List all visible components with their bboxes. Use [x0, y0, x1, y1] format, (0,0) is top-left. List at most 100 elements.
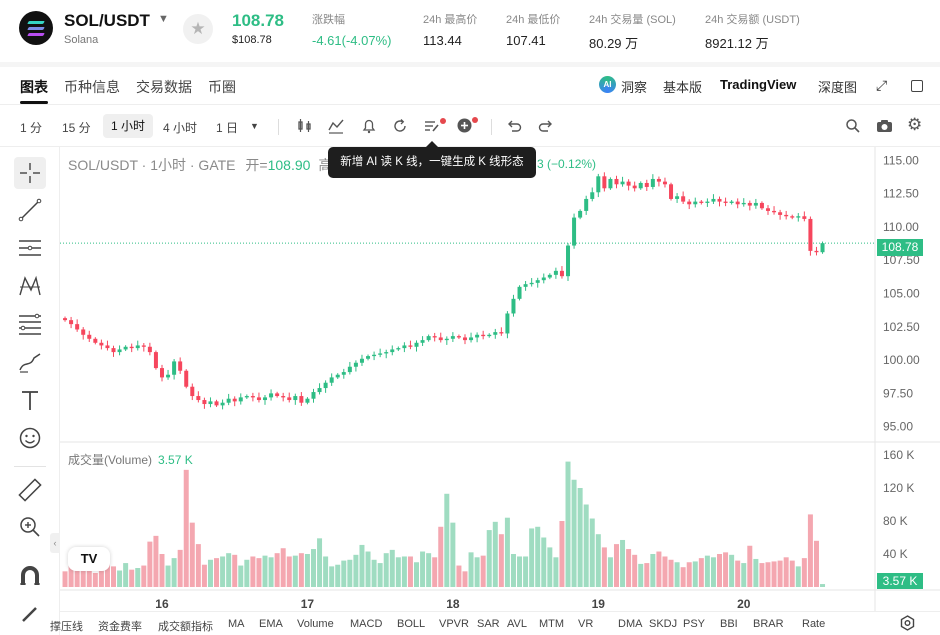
candle-body [584, 198, 589, 211]
crosshair-icon[interactable] [14, 157, 46, 189]
depth-chart-button[interactable]: 深度图 [818, 80, 858, 95]
volume-bar [377, 563, 383, 587]
magnet-icon[interactable] [14, 561, 46, 593]
indicator-dma[interactable]: DMA [618, 618, 643, 630]
candle-body [232, 398, 237, 402]
tab-trade-data[interactable]: 交易数据 [136, 79, 192, 95]
time-tick-label: 19 [592, 597, 606, 611]
indicator-资金费率[interactable]: 资金费率 [98, 621, 142, 633]
tradingview-button[interactable]: TradingView [720, 77, 797, 92]
indicator-sar[interactable]: SAR [477, 618, 500, 630]
gear-icon[interactable]: ⚙ [907, 115, 923, 134]
price-tick-label: 107.50 [883, 253, 920, 267]
chevron-left-icon[interactable]: ‹ [50, 533, 60, 553]
indicator-brar[interactable]: BRAR [753, 618, 784, 630]
undo-icon[interactable] [506, 118, 522, 134]
volume-tick-label: 120 K [883, 481, 914, 495]
pair-name[interactable]: SOL/USDT [64, 11, 150, 30]
indicator-avl[interactable]: AVL [507, 618, 527, 630]
settings-icon[interactable] [899, 612, 916, 635]
candles-icon[interactable] [297, 118, 313, 134]
candle-body [166, 374, 171, 378]
volume-bar [220, 556, 226, 587]
timeframe-1d[interactable]: 1 日 [216, 121, 239, 135]
chevron-down-icon[interactable]: ▼ [250, 121, 259, 131]
volume-bar [256, 558, 262, 587]
window-icon[interactable] [911, 80, 923, 92]
indicator-psy[interactable]: PSY [683, 618, 706, 630]
chevron-down-icon[interactable]: ▼ [158, 13, 169, 25]
indicator-ma[interactable]: MA [228, 618, 245, 630]
emoji-icon[interactable] [14, 422, 46, 454]
volume-bar [741, 563, 747, 587]
ai-pattern-icon[interactable] [424, 118, 440, 134]
chart-legend: SOL/USDT · 1小时 · GATE 开=108.90 高 [68, 155, 332, 175]
replay-icon[interactable] [392, 118, 408, 134]
candle-body [147, 346, 152, 353]
camera-icon[interactable] [876, 118, 893, 134]
lock-pencil-icon[interactable] [14, 597, 46, 629]
price-tick-label: 105.00 [883, 287, 920, 301]
volume-tick-label: 160 K [883, 448, 914, 462]
candle-body [202, 400, 207, 405]
chart-area[interactable]: 115.00 112.50 110.00 107.50 105.00 102.50 100.… [50, 141, 940, 635]
indicator-bbi[interactable]: BBI [720, 618, 738, 630]
candle-body [784, 214, 789, 217]
brush-icon[interactable] [14, 346, 46, 378]
volume-bar [177, 549, 183, 587]
indicators-icon[interactable] [328, 118, 344, 134]
tab-chart[interactable]: 图表 [20, 79, 48, 95]
volume-bar [286, 556, 292, 587]
indicator-成交额指标[interactable]: 成交额指标 [158, 621, 213, 633]
fib-retracement-icon[interactable] [14, 308, 46, 340]
volume-bar [171, 558, 177, 587]
candle-body [402, 345, 407, 349]
candle-body [535, 280, 540, 283]
candle-body [547, 274, 552, 278]
expand-icon[interactable]: ⤢ [876, 77, 888, 93]
indicator-macd[interactable]: MACD [350, 618, 383, 630]
indicator-mtm[interactable]: MTM [539, 618, 565, 630]
timeframe-1m[interactable]: 1 分 [20, 121, 43, 135]
candle-body [650, 178, 655, 187]
candle-body [426, 336, 431, 341]
indicator-ema[interactable]: EMA [259, 618, 283, 630]
timeframe-1h[interactable]: 1 小时 [103, 114, 153, 138]
text-icon[interactable] [14, 384, 46, 416]
time-tick-label: 20 [737, 597, 751, 611]
redo-icon[interactable] [538, 118, 554, 134]
pattern-icon[interactable] [14, 270, 46, 302]
indicator-撑压线[interactable]: 撑压线 [50, 621, 83, 633]
stat-label: 24h 最低价 [506, 14, 561, 26]
star-icon[interactable]: ★ [183, 14, 213, 44]
indicator-volume[interactable]: Volume [297, 618, 334, 630]
insight-button[interactable]: 洞察 [621, 80, 648, 95]
zoom-in-icon[interactable] [14, 511, 46, 543]
volume-bar [632, 554, 638, 587]
indicator-boll[interactable]: BOLL [397, 618, 426, 630]
timeframe-4h[interactable]: 4 小时 [163, 121, 198, 135]
horizontal-lines-icon[interactable] [14, 232, 46, 264]
tab-coin-info[interactable]: 币种信息 [64, 79, 120, 95]
candle-body [87, 334, 92, 339]
tab-community[interactable]: 币圈 [208, 79, 236, 95]
candle-body [469, 337, 474, 341]
candle-body [590, 192, 595, 199]
indicator-rate[interactable]: Rate [802, 618, 826, 630]
indicator-vr[interactable]: VR [578, 618, 594, 630]
trend-line-icon[interactable] [14, 194, 46, 226]
indicator-skdj[interactable]: SKDJ [649, 618, 678, 630]
candle-body [608, 178, 613, 189]
search-icon[interactable] [845, 118, 861, 134]
stat-high: 24h 最高价 113.44 [423, 11, 477, 48]
ruler-icon[interactable] [14, 474, 46, 506]
ai-insight-icon[interactable]: AI [599, 76, 616, 93]
timeframe-15m[interactable]: 15 分 [62, 121, 91, 135]
indicator-vpvr[interactable]: VPVR [439, 618, 469, 630]
volume-bar [159, 554, 165, 587]
add-circle-icon[interactable] [456, 117, 473, 134]
candle-body [753, 202, 758, 206]
alert-icon[interactable] [361, 118, 377, 134]
basic-version-button[interactable]: 基本版 [663, 80, 703, 95]
candlestick-chart[interactable]: 115.00 112.50 110.00 107.50 105.00 102.50 100.… [60, 147, 940, 635]
